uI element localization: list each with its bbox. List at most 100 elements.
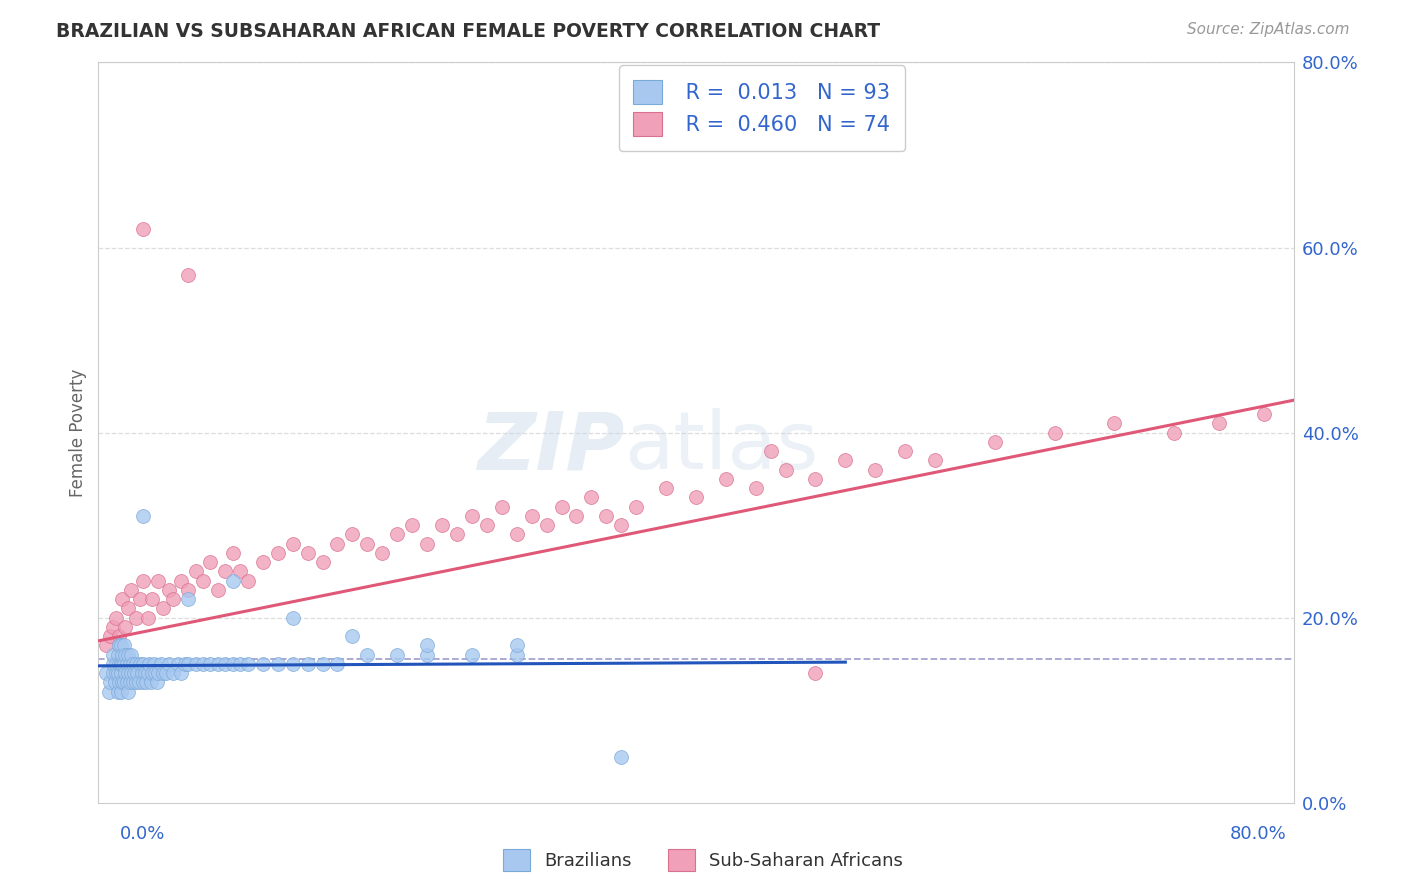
Text: BRAZILIAN VS SUBSAHARAN AFRICAN FEMALE POVERTY CORRELATION CHART: BRAZILIAN VS SUBSAHARAN AFRICAN FEMALE P… — [56, 22, 880, 41]
Point — [506, 648, 529, 662]
Point — [105, 610, 128, 624]
Point — [342, 527, 364, 541]
Point — [184, 565, 207, 579]
Point — [152, 601, 174, 615]
Point — [103, 657, 125, 671]
Point — [107, 648, 129, 662]
Text: atlas: atlas — [624, 409, 818, 486]
Point — [775, 462, 797, 476]
Point — [581, 491, 603, 505]
Point — [401, 518, 423, 533]
Point — [162, 666, 184, 681]
Point — [136, 666, 159, 681]
Point — [117, 601, 139, 615]
Point — [461, 648, 484, 662]
Point — [155, 666, 177, 681]
Point — [132, 574, 155, 588]
Point — [177, 268, 200, 283]
Point — [94, 639, 117, 653]
Point — [1253, 407, 1275, 421]
Point — [131, 666, 153, 681]
Point — [120, 666, 142, 681]
Point — [506, 639, 529, 653]
Point — [207, 657, 229, 671]
Point — [108, 657, 131, 671]
Point — [98, 675, 122, 690]
Point — [120, 648, 142, 662]
Point — [103, 620, 125, 634]
Point — [120, 582, 142, 597]
Point — [222, 574, 245, 588]
Point — [236, 574, 259, 588]
Point — [297, 657, 319, 671]
Point — [267, 657, 290, 671]
Point — [894, 444, 917, 458]
Point — [536, 518, 558, 533]
Point — [118, 675, 141, 690]
Point — [281, 610, 304, 624]
Point — [491, 500, 513, 514]
Point — [207, 582, 229, 597]
Point — [132, 657, 155, 671]
Legend: Brazilians, Sub-Saharan Africans: Brazilians, Sub-Saharan Africans — [495, 842, 911, 879]
Legend:  R =  0.013   N = 93,  R =  0.460   N = 74: R = 0.013 N = 93, R = 0.460 N = 74 — [619, 65, 904, 151]
Point — [1104, 417, 1126, 431]
Point — [111, 648, 134, 662]
Point — [108, 675, 131, 690]
Point — [520, 508, 543, 523]
Point — [103, 648, 125, 662]
Point — [136, 610, 159, 624]
Point — [94, 666, 117, 681]
Point — [804, 472, 827, 486]
Point — [110, 685, 132, 699]
Point — [252, 657, 274, 671]
Point — [177, 592, 200, 607]
Point — [104, 675, 127, 690]
Point — [200, 657, 222, 671]
Point — [385, 648, 409, 662]
Point — [117, 648, 139, 662]
Point — [98, 629, 122, 643]
Point — [229, 565, 252, 579]
Point — [141, 666, 163, 681]
Point — [105, 657, 128, 671]
Point — [157, 582, 180, 597]
Point — [112, 639, 135, 653]
Point — [114, 648, 136, 662]
Point — [142, 657, 165, 671]
Point — [865, 462, 887, 476]
Text: ZIP: ZIP — [477, 409, 624, 486]
Point — [281, 536, 304, 550]
Point — [297, 546, 319, 560]
Point — [134, 666, 156, 681]
Point — [214, 565, 236, 579]
Point — [107, 685, 129, 699]
Point — [595, 508, 617, 523]
Point — [655, 481, 678, 495]
Point — [222, 657, 245, 671]
Point — [118, 657, 141, 671]
Point — [177, 657, 200, 671]
Point — [184, 657, 207, 671]
Point — [117, 666, 139, 681]
Point — [112, 657, 135, 671]
Point — [141, 592, 163, 607]
Point — [356, 536, 378, 550]
Point — [610, 749, 633, 764]
Point — [236, 657, 259, 671]
Point — [759, 444, 782, 458]
Point — [565, 508, 588, 523]
Point — [550, 500, 572, 514]
Point — [984, 434, 1007, 449]
Point — [311, 555, 333, 569]
Point — [145, 675, 167, 690]
Point — [107, 666, 129, 681]
Point — [1163, 425, 1185, 440]
Point — [115, 675, 138, 690]
Point — [416, 536, 439, 550]
Point — [626, 500, 648, 514]
Point — [105, 666, 128, 681]
Point — [132, 222, 155, 236]
Point — [111, 592, 134, 607]
Point — [108, 629, 131, 643]
